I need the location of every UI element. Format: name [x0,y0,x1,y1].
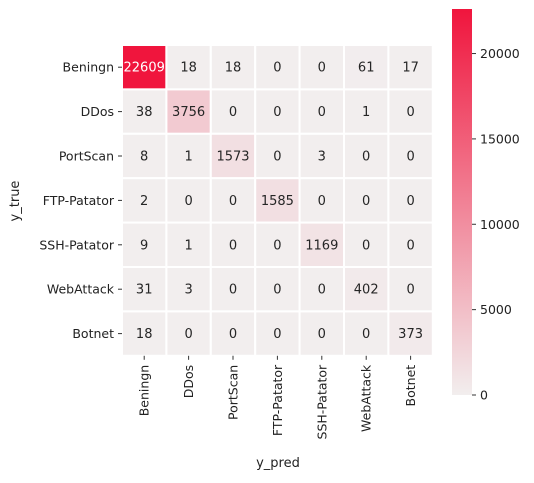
y-tick-label: Botnet [72,326,114,341]
colorbar-tick-label: 15000 [480,131,520,146]
cell-value-label: 0 [229,283,237,298]
cell-value-label: 8 [140,150,148,165]
x-tick-label: DDos [181,365,196,398]
y-axis-label: y_true [8,181,23,222]
cell-value-label: 0 [184,327,192,342]
x-tick-label: Beningn [137,365,152,416]
x-tick-label: SSH-Patator [314,364,329,440]
heatmap-cell [165,266,212,313]
heatmap-cell [209,310,257,357]
cell-value-label: 0 [406,105,414,120]
heatmap-cell [165,177,212,224]
cell-value-label: 0 [318,105,326,120]
cell-value-label: 0 [406,150,414,165]
cell-value-label: 1573 [216,150,249,165]
heatmap-cell [121,221,168,269]
cell-value-label: 0 [362,327,370,342]
heatmap-cell-labels: 22609 18 18 0 0 61 17 38 3756 0 0 0 1 0 8 1 1573 0 3 0 0 2 0 0 1… [124,61,423,342]
cell-value-label: 0 [273,327,281,342]
x-axis-label: y_pred [256,456,300,471]
heatmap-cell [343,310,390,357]
cell-value-label: 0 [273,105,281,120]
y-tick-label: SSH-Patator [39,237,115,252]
cell-value-label: 18 [136,327,153,342]
cell-value-label: 0 [318,61,326,76]
heatmap-cell [387,88,434,135]
x-tick-label: FTP-Patator [270,364,285,436]
cell-value-label: 0 [362,238,370,253]
cell-value-label: 1 [184,238,192,253]
y-tick-label: PortScan [59,149,114,164]
cell-value-label: 0 [318,327,326,342]
heatmap-cell [121,177,168,224]
x-tick-label: Botnet [403,365,418,407]
cell-value-label: 1 [184,150,192,165]
x-tick-label: PortScan [226,365,241,420]
cell-value-label: 9 [140,238,148,253]
colorbar-tick-label: 0 [480,388,488,403]
cell-value-label: 0 [273,283,281,298]
cell-value-label: 0 [362,150,370,165]
heatmap-cell [209,132,257,180]
cell-value-label: 2 [140,194,148,209]
heatmap-cell [254,310,301,357]
cell-value-label: 0 [406,194,414,209]
heatmap-cell [209,221,257,269]
heatmap-cell [209,88,257,135]
cell-value-label: 0 [273,61,281,76]
heatmap-cell [121,266,168,313]
x-axis-ticks: Beningn DDos PortScan FTP-Patator SSH-Patato… [137,355,418,440]
heatmap-cell [343,177,390,224]
y-tick-label: WebAttack [47,282,115,297]
cell-value-label: 0 [273,150,281,165]
cell-value-label: 0 [229,238,237,253]
cell-value-label: 18 [225,61,242,76]
heatmap-cell [298,132,346,180]
y-tick-label: DDos [81,104,114,119]
cell-value-label: 402 [354,283,379,298]
cell-value-label: 0 [229,194,237,209]
y-tick-label: FTP-Patator [43,193,115,208]
cell-value-label: 0 [229,105,237,120]
cell-value-label: 0 [362,194,370,209]
colorbar-ticks: 0 5000 10000 15000 20000 [472,46,520,403]
cell-value-label: 1 [362,105,370,120]
heatmap-cell [165,132,212,180]
heatmap-cell [343,132,390,180]
cell-value-label: 31 [136,283,153,298]
cell-value-label: 0 [229,327,237,342]
cell-value-label: 17 [402,61,419,76]
x-tick-label: WebAttack [359,364,374,432]
colorbar-tick-label: 10000 [480,217,520,232]
cell-value-label: 3 [318,150,326,165]
heatmap-cells [121,44,434,357]
cell-value-label: 1169 [305,238,338,253]
y-axis-ticks: Beningn DDos PortScan FTP-Patator SSH-Patato… [39,60,122,341]
cell-value-label: 0 [406,283,414,298]
colorbar [452,9,472,395]
cell-value-label: 0 [318,194,326,209]
cell-value-label: 61 [358,61,375,76]
cell-value-label: 3 [184,283,192,298]
cell-value-label: 0 [318,283,326,298]
cell-value-label: 22609 [124,61,165,76]
cell-value-label: 1585 [261,194,294,209]
cell-value-label: 0 [273,238,281,253]
cell-value-label: 373 [398,327,423,342]
colorbar-tick-label: 5000 [480,302,512,317]
cell-value-label: 18 [180,61,197,76]
y-tick-label: Beningn [63,60,114,75]
cell-value-label: 0 [184,194,192,209]
cell-value-label: 3756 [172,105,205,120]
cell-value-label: 0 [406,238,414,253]
colorbar-tick-label: 20000 [480,46,520,61]
heatmap-cell [298,88,346,135]
cell-value-label: 38 [136,105,153,120]
